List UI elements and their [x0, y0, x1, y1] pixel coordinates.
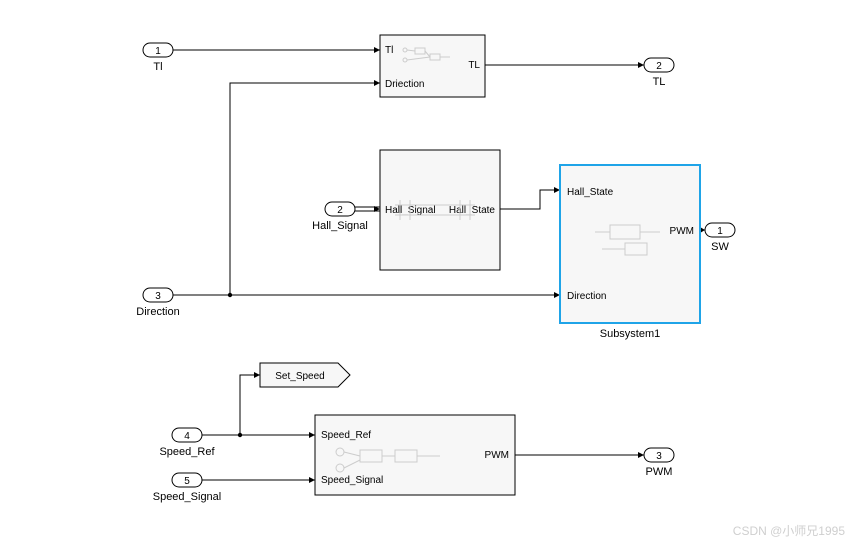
subsystem1-out-a: PWM	[670, 226, 694, 237]
inport-speedsig[interactable]: 5 Speed_Signal	[153, 473, 222, 503]
arrow	[374, 80, 380, 86]
outport-tl[interactable]: 2 TL	[644, 58, 674, 88]
inport-tl[interactable]: 1 Tl	[143, 43, 173, 73]
outport-pwm-label: PWM	[646, 466, 673, 478]
wire-hallstate	[500, 190, 560, 209]
subsystem1-in-b: Direction	[567, 291, 606, 302]
hall-sub-out-a: Hall_State	[449, 205, 496, 216]
tl-sub-in-b: Driection	[385, 79, 424, 90]
outport-sw-num: 1	[717, 226, 723, 237]
arrow	[638, 62, 644, 68]
inport-speedsig-label: Speed_Signal	[153, 491, 222, 503]
inport-speedref-num: 4	[184, 431, 190, 442]
watermark: CSDN @小师兄1995	[733, 524, 846, 538]
speed-sub-in-b: Speed_Signal	[321, 475, 383, 486]
speed-sub-out-a: PWM	[485, 450, 509, 461]
outport-sw-label: SW	[711, 241, 729, 253]
inport-tl-num: 1	[155, 46, 161, 57]
outport-pwm-num: 3	[656, 451, 662, 462]
inport-hall-num: 2	[337, 205, 343, 216]
outport-sw[interactable]: 1 SW	[705, 223, 735, 253]
subsystem1-in-a: Hall_State	[567, 187, 614, 198]
outport-pwm[interactable]: 3 PWM	[644, 448, 674, 478]
goto-set-speed[interactable]: Set_Speed	[260, 363, 350, 387]
arrow	[309, 432, 315, 438]
outport-tl-num: 2	[656, 61, 662, 72]
inport-direction-num: 3	[155, 291, 161, 302]
tl-sub-in-a: Tl	[385, 45, 393, 56]
arrow	[309, 477, 315, 483]
inport-speedref[interactable]: 4 Speed_Ref	[159, 428, 215, 458]
speed-sub-in-a: Speed_Ref	[321, 430, 371, 441]
inport-direction-label: Direction	[136, 306, 179, 318]
block-speed-sub[interactable]: Speed_Ref Speed_Signal PWM	[315, 415, 515, 495]
outport-tl-label: TL	[653, 76, 666, 88]
wire-direction-up	[230, 83, 380, 295]
block-tl-sub[interactable]: Tl Driection TL	[380, 35, 485, 97]
arrow	[638, 452, 644, 458]
inport-direction[interactable]: 3 Direction	[136, 288, 179, 318]
block-subsystem1[interactable]: Hall_State Direction PWM Subsystem1	[560, 165, 700, 340]
subsystem1-label: Subsystem1	[600, 328, 661, 340]
arrow	[374, 47, 380, 53]
inport-speedref-label: Speed_Ref	[159, 446, 215, 458]
inport-speedsig-num: 5	[184, 476, 190, 487]
inport-hall-label: Hall_Signal	[312, 220, 368, 232]
goto-set-speed-label: Set_Speed	[275, 371, 325, 382]
tl-sub-out-a: TL	[468, 60, 480, 71]
wire-speedref-goto	[240, 375, 260, 435]
inport-tl-label: Tl	[153, 61, 162, 73]
arrow	[254, 372, 260, 378]
block-hall-sub[interactable]: Hall_Signal Hall_State	[380, 150, 500, 270]
